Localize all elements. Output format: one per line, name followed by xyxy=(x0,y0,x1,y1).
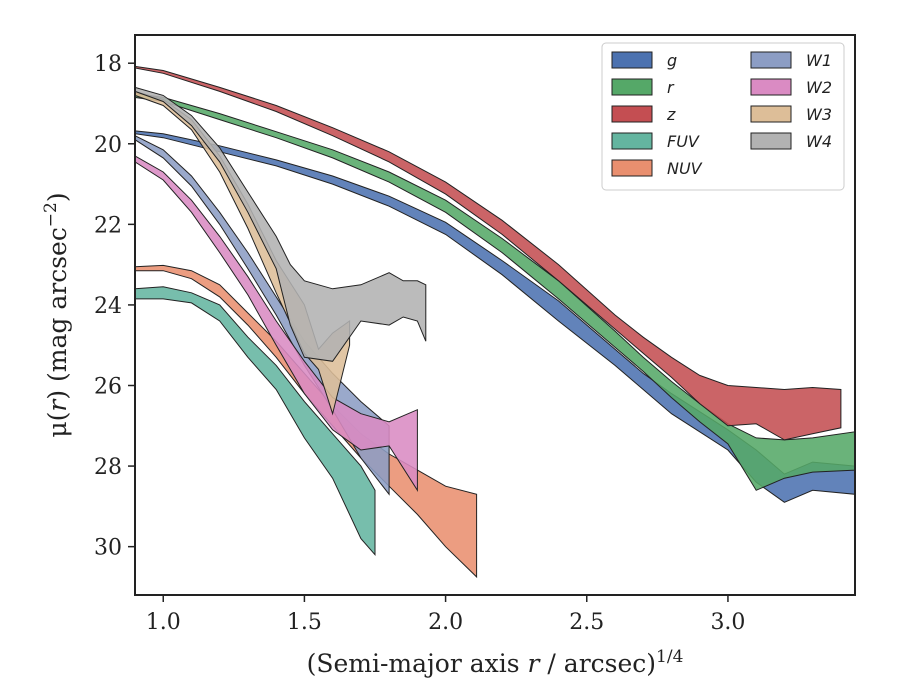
band-fuv xyxy=(134,286,376,557)
legend-label-fuv: FUV xyxy=(667,132,700,151)
legend-swatch-w3 xyxy=(750,105,792,123)
y-tick-label: 20 xyxy=(94,133,122,158)
legend-swatch-g xyxy=(611,51,653,69)
plot-frame xyxy=(134,34,856,596)
legend-label-w2: W2 xyxy=(806,78,832,97)
legend-swatch-z xyxy=(611,105,653,123)
y-tick-label: 26 xyxy=(94,375,122,400)
y-tick-label: 24 xyxy=(94,294,122,319)
legend-label-nuv: NUV xyxy=(667,159,703,178)
legend-swatch-r xyxy=(611,78,653,96)
legend-swatch-nuv xyxy=(611,159,653,177)
y-tick-label: 22 xyxy=(94,213,122,238)
band-nuv xyxy=(134,264,478,579)
x-ticks: 1.0 1.5 2.0 2.5 3.0 xyxy=(146,595,745,635)
x-tick-label: 1.5 xyxy=(287,610,322,635)
x-tick-label: 2.5 xyxy=(569,610,604,635)
legend-label-g: g xyxy=(667,51,677,70)
x-tick-label: 3.0 xyxy=(710,610,745,635)
band-w1 xyxy=(134,134,390,496)
legend-label-r: r xyxy=(667,78,675,97)
legend: grz FUV NUV W1 W2 W3 W4 xyxy=(601,42,845,191)
y-axis-label: μ(r) (mag arcsec−2) xyxy=(41,192,72,437)
legend-swatch-w4 xyxy=(750,132,792,150)
legend-swatch-w2 xyxy=(750,78,792,96)
legend-label-w4: W4 xyxy=(806,132,832,151)
y-tick-label: 30 xyxy=(94,536,122,561)
y-tick-label: 18 xyxy=(94,52,122,77)
legend-label-z: z xyxy=(666,105,676,124)
legend-swatch-fuv xyxy=(611,132,653,150)
x-tick-label: 1.0 xyxy=(146,610,181,635)
x-axis-label: (Semi-major axis r / arcsec)1/4 xyxy=(307,647,684,678)
legend-label-w3: W3 xyxy=(806,105,832,124)
x-tick-label: 2.0 xyxy=(428,610,463,635)
band-w4 xyxy=(134,86,427,362)
y-tick-label: 28 xyxy=(94,455,122,480)
band-w2 xyxy=(134,155,418,493)
y-ticks: 18 20 22 24 26 28 30 xyxy=(94,52,135,561)
legend-swatch-w1 xyxy=(750,51,792,69)
legend-label-w1: W1 xyxy=(806,51,832,70)
band-layer xyxy=(134,65,856,579)
band-z xyxy=(134,65,842,441)
